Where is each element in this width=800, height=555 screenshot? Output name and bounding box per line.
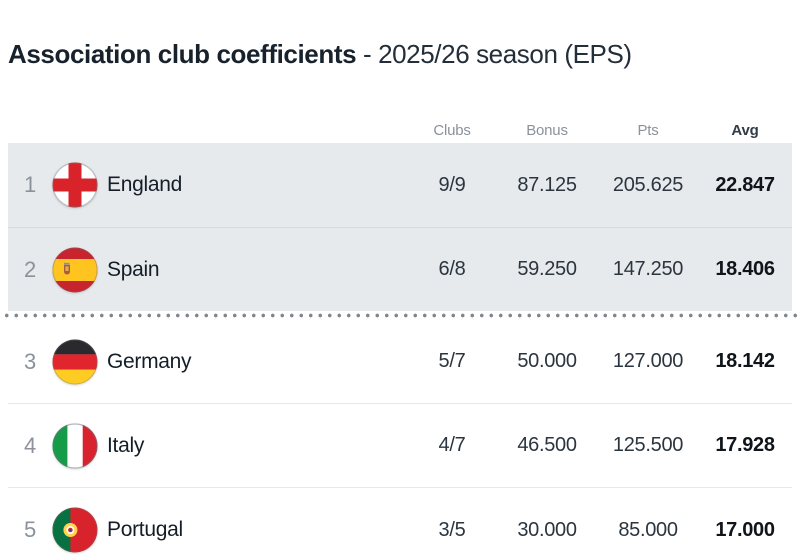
england-flag-icon (52, 162, 98, 208)
association-name: England (107, 173, 182, 196)
rank-number: 5 (24, 517, 36, 542)
avg-value: 22.847 (715, 173, 775, 196)
rank-number: 3 (24, 348, 36, 374)
avg-value: 18.406 (715, 258, 775, 280)
column-header-avg: Avg (731, 121, 759, 139)
bonus-value: 30.000 (517, 518, 577, 541)
clubs-value: 5/7 (438, 350, 466, 372)
association-row[interactable]: 5 Portugal 3/5 30.000 85.000 17.000 (8, 488, 792, 555)
pts-value: 85.000 (618, 518, 678, 541)
rank-number: 1 (24, 172, 36, 197)
rank-number: 4 (24, 432, 36, 458)
germany-flag-icon (52, 339, 98, 385)
italy-flag-icon (52, 422, 98, 469)
bonus-value: 59.250 (517, 258, 577, 280)
page-title-sub: - 2025/26 season (EPS) (362, 39, 632, 69)
association-name: Portugal (107, 518, 183, 541)
association-row[interactable]: 1 England 9/9 87.125 205.625 22.847 (8, 143, 792, 227)
page-title-season (356, 39, 363, 69)
bonus-value: 87.125 (517, 173, 577, 196)
column-header-pts: Pts (637, 121, 659, 139)
column-header-bonus: Bonus (526, 121, 568, 139)
page-title: Association club coefficients - 2025/26 … (8, 40, 792, 68)
clubs-value: 6/8 (438, 258, 466, 280)
clubs-value: 3/5 (438, 518, 466, 541)
column-header-clubs: Clubs (433, 121, 471, 139)
bonus-value: 50.000 (517, 350, 577, 372)
association-row[interactable]: 4 Italy 4/7 46.500 125.500 17.928 (8, 404, 792, 488)
avg-value: 18.142 (715, 350, 775, 372)
coefficients-table: Clubs Bonus Pts Avg 1 England 9/9 87.125… (0, 117, 800, 555)
clubs-value: 4/7 (438, 434, 466, 456)
rank-number: 2 (24, 256, 36, 282)
bonus-value: 46.500 (517, 434, 577, 456)
spain-flag-icon (52, 247, 98, 293)
association-name: Germany (107, 349, 192, 373)
avg-value: 17.928 (715, 434, 775, 456)
coefficients-page: Association club coefficients - 2025/26 … (0, 40, 800, 555)
pts-value: 147.250 (612, 258, 684, 280)
portugal-flag-icon (52, 507, 98, 553)
table-header-row: Clubs Bonus Pts Avg (8, 117, 792, 143)
association-name: Spain (107, 257, 160, 281)
avg-value: 17.000 (715, 518, 775, 541)
association-row[interactable]: 3 Germany 5/7 50.000 127.000 18.142 (8, 320, 792, 404)
highlighted-rows-group: 1 England 9/9 87.125 205.625 22.847 2 Sp… (8, 143, 792, 311)
pts-value: 205.625 (612, 173, 684, 196)
standard-rows-group: 3 Germany 5/7 50.000 127.000 18.142 4 It… (8, 320, 792, 555)
page-title-main: Association club coefficients (8, 39, 357, 69)
clubs-value: 9/9 (438, 173, 466, 196)
association-row[interactable]: 2 Spain 6/8 59.250 147.250 18.406 (8, 227, 792, 311)
dotted-rank-divider (0, 313, 800, 318)
association-name: Italy (107, 433, 145, 457)
pts-value: 125.500 (612, 434, 684, 456)
pts-value: 127.000 (612, 350, 684, 372)
